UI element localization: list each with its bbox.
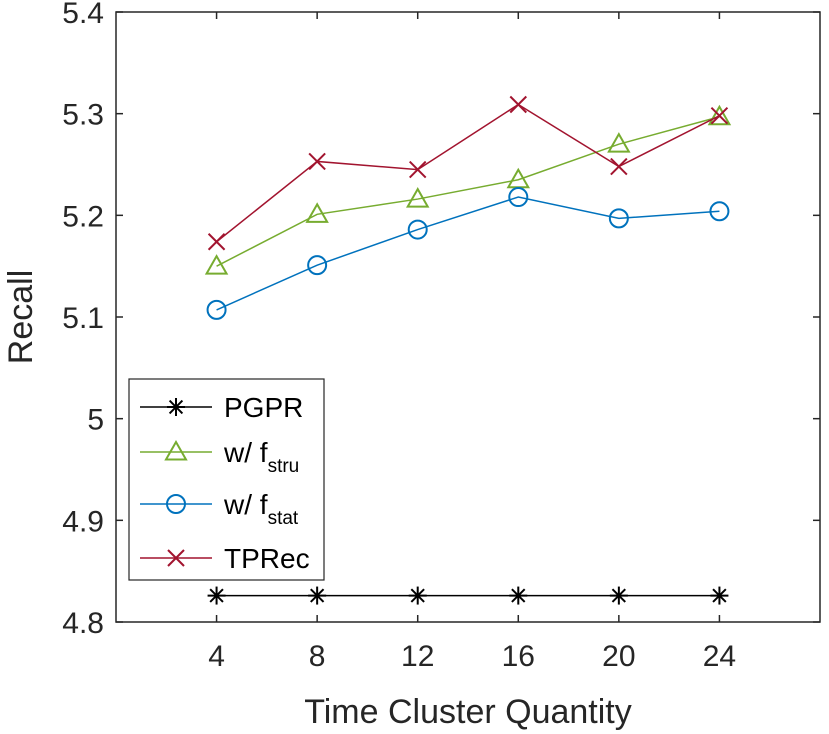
- series-line: [216, 115, 720, 267]
- x-tick-label: 16: [502, 640, 535, 673]
- data-point: [609, 586, 628, 605]
- data-point: [204, 254, 229, 275]
- data-point: [305, 202, 329, 223]
- x-tick-label: 8: [309, 640, 326, 673]
- legend-subscript: stat: [268, 508, 299, 529]
- series-x: [207, 95, 729, 251]
- data-point: [408, 586, 427, 605]
- axes-layer: 4 8 12 16 20 24 4.8 4.9 5 5.1 5.2 5.3 5.4: [62, 0, 820, 673]
- data-point: [307, 255, 328, 276]
- x-axis-title: Time Cluster Quantity: [304, 693, 632, 731]
- y-tick-label: 5.4: [62, 0, 104, 30]
- series-line: [216, 196, 720, 311]
- data-point: [607, 132, 631, 153]
- x-tick-label: 4: [208, 640, 225, 673]
- y-tick-label: 4.8: [62, 607, 104, 640]
- legend-marker: [167, 549, 185, 567]
- series-layer: [204, 95, 732, 605]
- legend-marker: [167, 398, 185, 416]
- legend-entry: TPRec: [140, 543, 310, 574]
- legend-entry: PGPR: [140, 392, 303, 423]
- data-point: [206, 299, 227, 320]
- legend-marker: [166, 494, 186, 514]
- data-point: [710, 586, 729, 605]
- legend-label: PGPR: [224, 392, 303, 423]
- data-point: [407, 219, 428, 240]
- series-circle: [206, 187, 730, 320]
- data-point: [710, 106, 729, 125]
- data-point: [610, 157, 628, 176]
- x-tick-label: 20: [602, 640, 635, 673]
- data-point: [707, 104, 732, 126]
- legend-marker: [164, 439, 188, 461]
- series-line: [216, 103, 720, 243]
- y-tick-label: 5.2: [62, 200, 104, 233]
- data-point: [308, 586, 327, 605]
- y-axis-title: Recall: [2, 270, 40, 364]
- y-tick-label: 5.1: [62, 302, 104, 335]
- data-point: [509, 586, 528, 605]
- series-asterisk: [207, 586, 729, 605]
- y-tick-label: 5.3: [62, 99, 104, 132]
- data-point: [207, 233, 226, 251]
- data-point: [409, 160, 427, 179]
- series-triangle: [204, 104, 732, 275]
- data-point: [709, 201, 730, 222]
- legend-box: [128, 378, 325, 581]
- data-point: [207, 586, 226, 605]
- x-tick-label: 12: [401, 640, 434, 673]
- data-point: [506, 167, 531, 189]
- data-point: [508, 187, 529, 208]
- legend-subscript: stru: [268, 456, 300, 477]
- y-tick-label: 5: [87, 404, 104, 437]
- data-point: [405, 187, 430, 208]
- data-point: [509, 95, 527, 114]
- data-point: [608, 208, 629, 229]
- data-point: [308, 152, 326, 171]
- y-tick-label: 4.9: [62, 505, 104, 538]
- legend-label: TPRec: [224, 543, 310, 574]
- x-tick-label: 24: [703, 640, 736, 673]
